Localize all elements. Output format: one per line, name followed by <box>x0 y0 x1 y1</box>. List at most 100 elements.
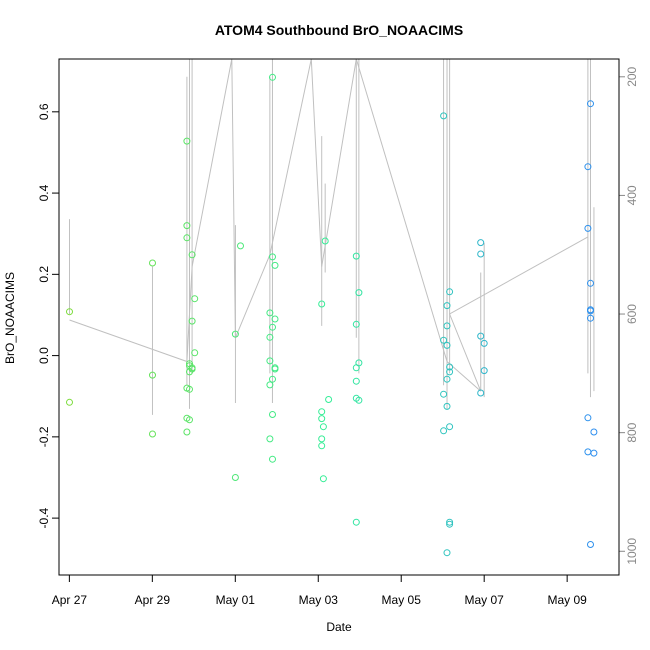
pressure-trace <box>69 58 595 415</box>
x-tick-label: Apr 27 <box>52 593 88 607</box>
y-tick-label: 0.0 <box>37 347 51 364</box>
data-point <box>188 317 196 325</box>
data-point <box>319 423 327 431</box>
y-tick-label: -0.2 <box>37 426 51 447</box>
y-tick-label: 0.6 <box>37 103 51 120</box>
data-point <box>186 416 193 424</box>
data-point <box>271 365 279 373</box>
data-point <box>440 112 448 120</box>
data-point <box>352 377 360 385</box>
data-point <box>318 442 326 450</box>
x-tick-label: May 03 <box>299 593 339 607</box>
y2-tick-label: 200 <box>625 66 639 86</box>
data-point <box>188 251 196 259</box>
plot-frame <box>58 58 620 576</box>
data-point <box>480 367 488 375</box>
y2-tick-label: 600 <box>625 304 639 324</box>
data-point <box>149 371 156 379</box>
data-point <box>271 315 279 323</box>
data-point <box>446 288 454 296</box>
data-point <box>266 357 274 365</box>
data-point <box>440 336 448 344</box>
data-point <box>584 448 592 456</box>
data-point <box>352 320 360 328</box>
data-point <box>584 163 592 171</box>
data-point <box>231 474 239 481</box>
data-point <box>584 224 592 232</box>
data-point <box>269 455 276 463</box>
data-point <box>587 279 594 287</box>
data-points <box>66 73 598 557</box>
data-point <box>355 359 363 367</box>
data-point <box>480 339 488 347</box>
data-point <box>443 341 451 349</box>
data-point <box>183 222 191 230</box>
chart-title: ATOM4 Southbound BrO_NOAACIMS <box>215 22 463 38</box>
data-point <box>321 237 329 245</box>
data-point <box>318 300 326 308</box>
data-point <box>440 390 448 398</box>
y-axis-label: BrO_NOAACIMS <box>3 272 17 364</box>
data-point <box>191 295 199 303</box>
x-tick-label: May 07 <box>465 593 505 607</box>
data-point <box>477 332 485 340</box>
data-point <box>319 475 327 483</box>
data-point <box>269 253 276 261</box>
data-point <box>477 250 485 258</box>
data-point <box>266 435 274 443</box>
pressure-route <box>69 58 589 392</box>
data-point <box>237 242 244 250</box>
data-point <box>352 518 360 526</box>
data-point <box>318 435 326 443</box>
data-point <box>188 364 196 372</box>
data-point <box>587 307 594 315</box>
data-point <box>191 349 199 357</box>
data-point <box>587 100 594 108</box>
data-point <box>66 308 73 316</box>
data-point <box>325 396 333 403</box>
data-point <box>446 363 454 371</box>
data-point <box>590 449 598 457</box>
data-point <box>584 414 592 422</box>
data-point <box>269 73 276 81</box>
x-tick-label: May 09 <box>547 593 587 607</box>
data-point <box>352 252 360 260</box>
x-axis-label: Date <box>326 620 352 634</box>
data-point <box>443 375 451 383</box>
y2-tick-label: 800 <box>625 422 639 442</box>
data-point <box>443 322 451 330</box>
data-point <box>271 261 279 269</box>
data-point <box>446 518 454 526</box>
data-point <box>318 408 326 416</box>
y2-tick-label: 400 <box>625 185 639 205</box>
data-point <box>266 309 274 317</box>
data-point <box>266 381 274 389</box>
data-point <box>443 549 451 557</box>
x-tick-label: Apr 29 <box>135 593 171 607</box>
data-point <box>269 411 276 418</box>
y-tick-label: 0.4 <box>37 184 51 201</box>
axes: -0.4 -0.2 0.0 0.2 0.4 0.6 Apr 27 Apr 29 May 01 Ma… <box>37 66 639 607</box>
data-point <box>183 234 191 242</box>
data-point <box>183 137 191 145</box>
data-point <box>266 333 274 341</box>
data-point <box>269 375 276 383</box>
data-point <box>355 289 363 297</box>
y-tick-label: -0.4 <box>37 507 51 528</box>
data-point <box>590 428 598 436</box>
data-point <box>443 402 451 410</box>
data-point <box>446 423 454 431</box>
y2-tick-label: 1000 <box>625 538 639 565</box>
data-point <box>318 415 326 423</box>
data-point <box>587 314 594 322</box>
data-point <box>269 323 276 331</box>
data-point <box>443 302 451 310</box>
data-point <box>440 427 448 435</box>
data-point <box>446 520 454 528</box>
data-point <box>446 368 454 376</box>
x-tick-label: May 05 <box>382 593 422 607</box>
data-point <box>149 259 156 267</box>
data-point <box>183 428 191 436</box>
data-point <box>186 385 193 393</box>
data-point <box>149 430 156 438</box>
